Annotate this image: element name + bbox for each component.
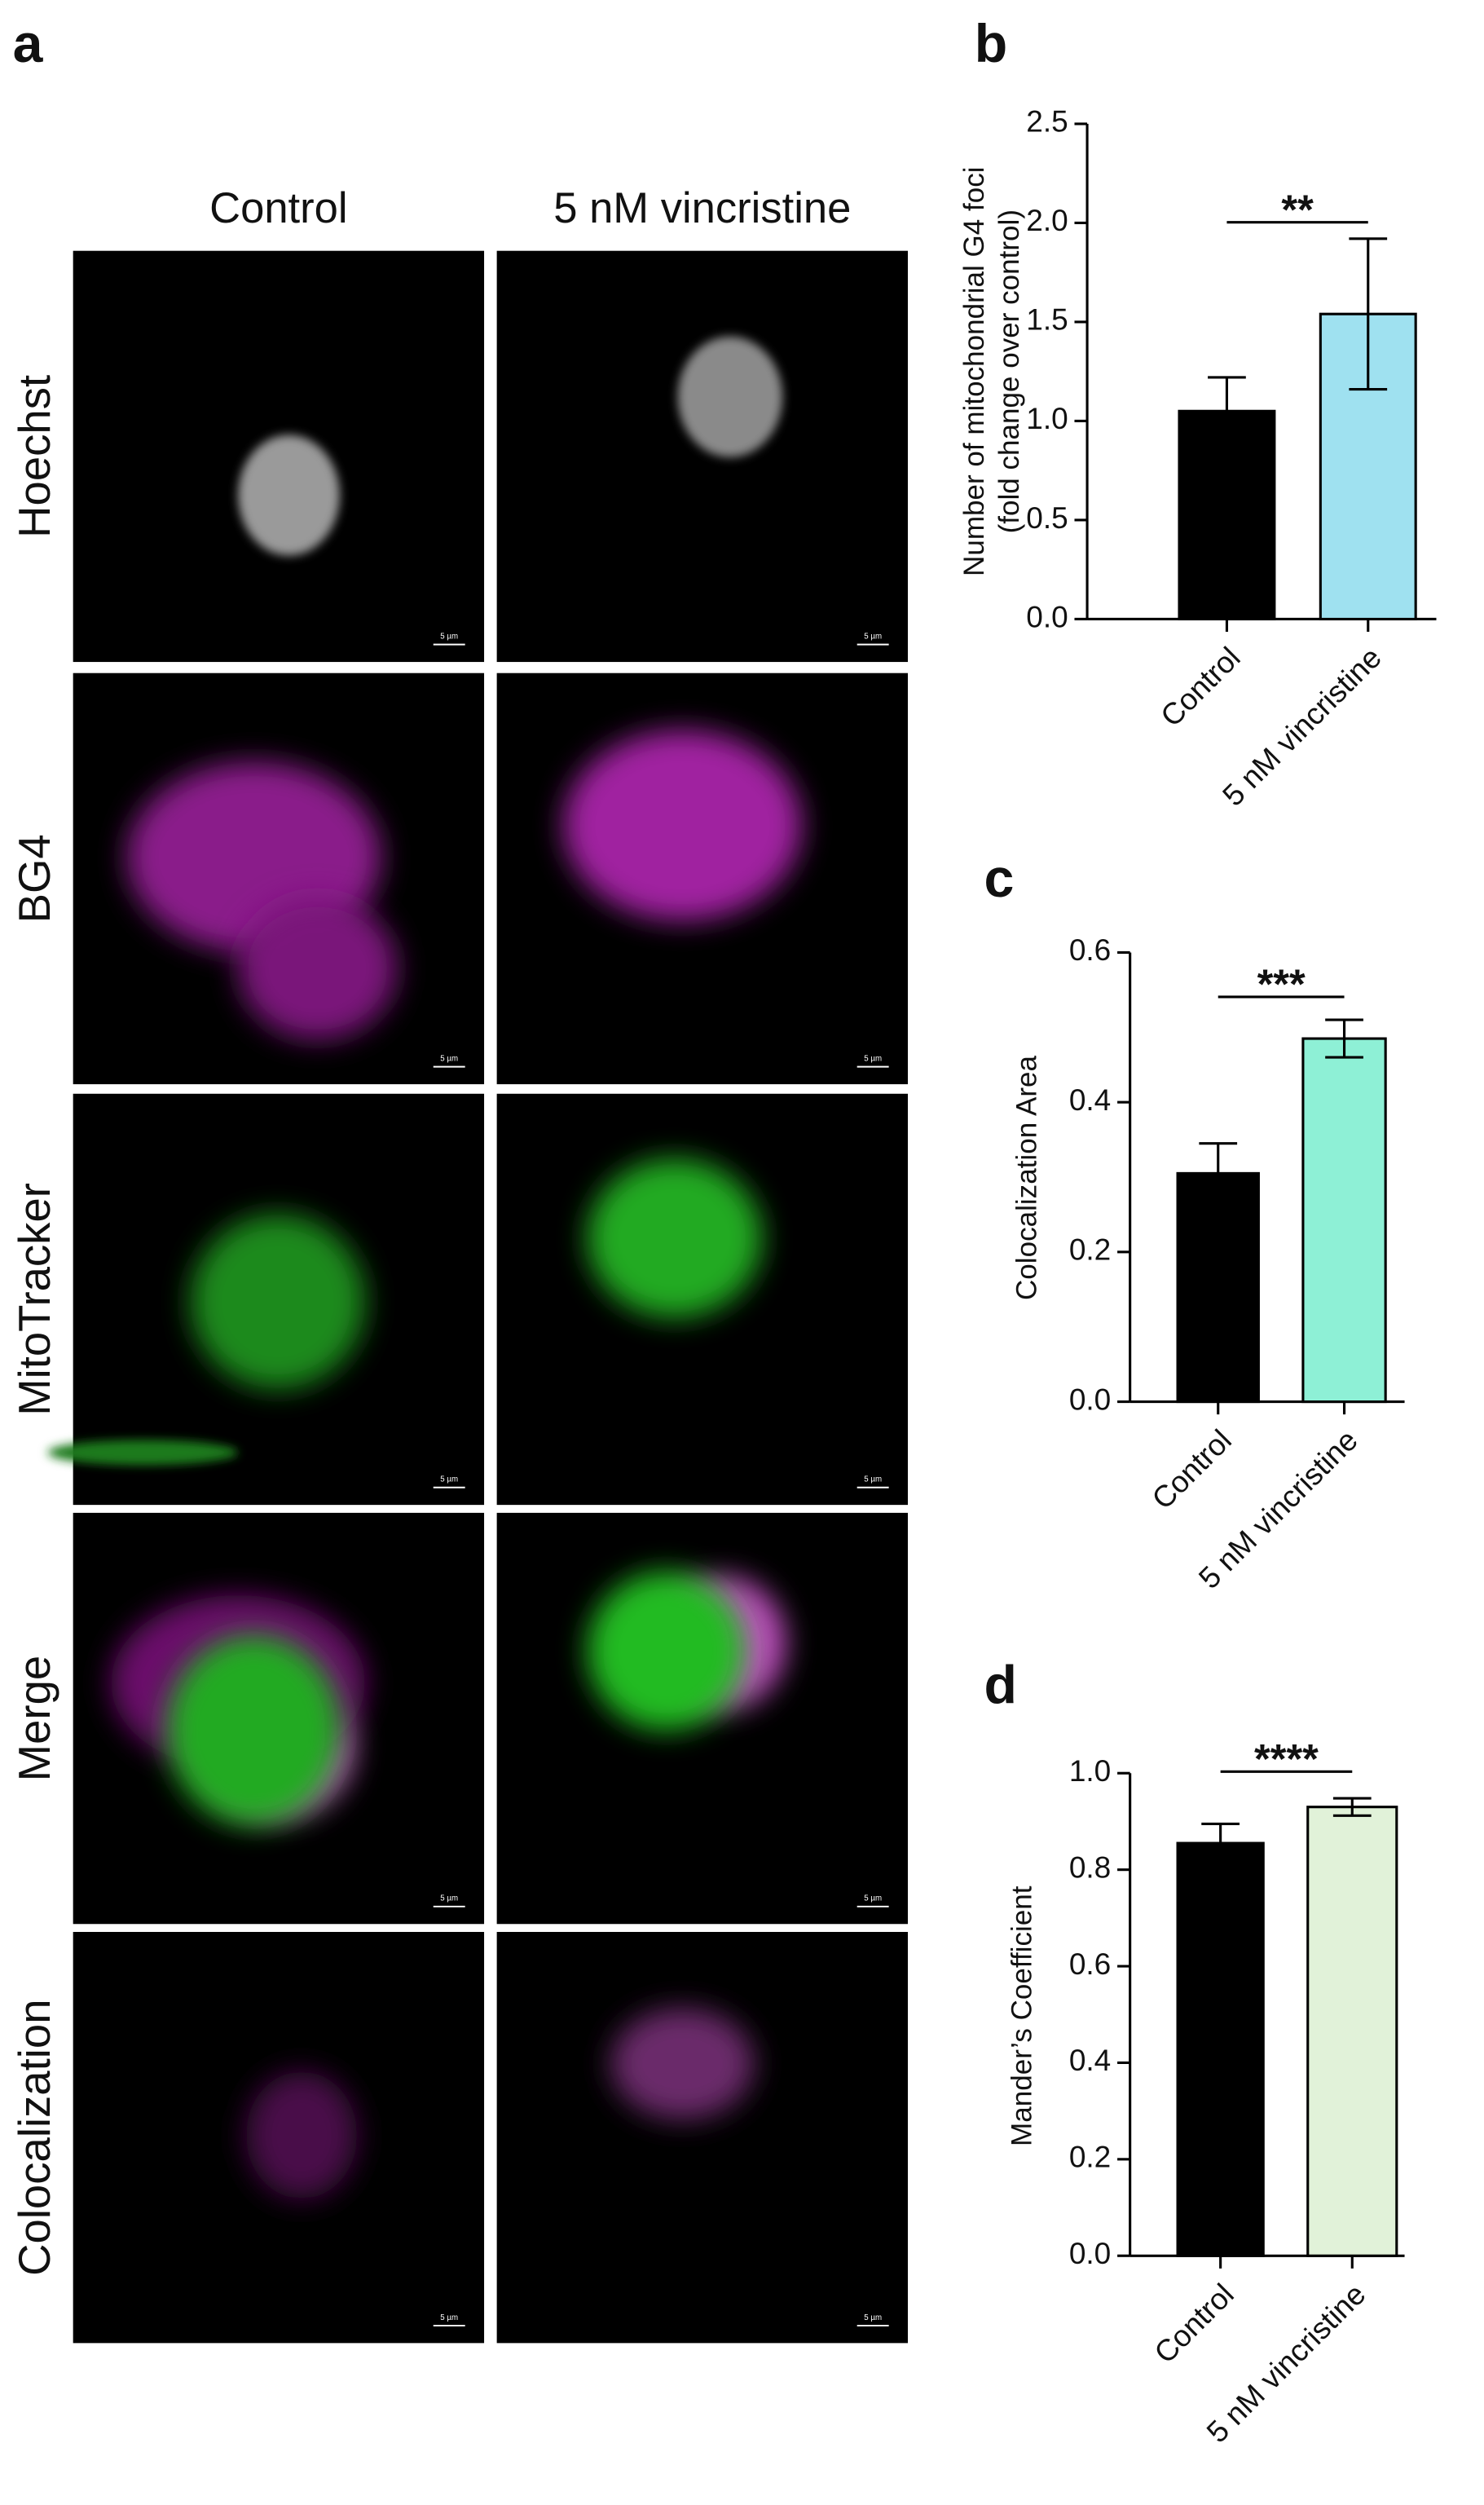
- scale-bar-label: 5 µm: [864, 632, 882, 641]
- y-tick-label: 0.6: [1069, 1947, 1111, 1981]
- micrograph-content: [610, 2008, 755, 2119]
- scale-bar-label: 5 µm: [864, 1054, 882, 1063]
- cell-signal: [238, 897, 397, 1040]
- error-bar: [1325, 1018, 1363, 1059]
- cell-signal: [166, 1634, 341, 1826]
- scale-bar-label: 5 µm: [440, 1475, 458, 1484]
- bar: [1176, 1841, 1265, 2257]
- micrograph-content: [587, 1158, 762, 1318]
- y-tick-label: 2.0: [1026, 204, 1068, 237]
- y-axis-label: Number of mitochondrial G4 foci: [958, 166, 990, 576]
- cell-signal: [587, 1158, 762, 1318]
- y-tick-label: 0.2: [1069, 2141, 1111, 2174]
- column-header: 5 nM vincristine: [553, 184, 851, 232]
- micrograph-content: [677, 336, 783, 457]
- error-bar: [1201, 1822, 1240, 1864]
- micrograph-content: [126, 761, 397, 1040]
- x-tick-label: Control: [1148, 2278, 1240, 2370]
- scale-bar-label: 5 µm: [440, 632, 458, 641]
- cell-signal: [47, 1440, 239, 1466]
- y-tick-label: 0.0: [1026, 600, 1068, 633]
- micrograph: [496, 1931, 909, 2344]
- scale-bar-label: 5 µm: [864, 1475, 882, 1484]
- y-tick-label: 0.0: [1069, 2237, 1111, 2270]
- y-axis-label: Colocalization Area: [1011, 1055, 1042, 1300]
- scale-bar-label: 5 µm: [864, 2313, 882, 2322]
- error-bar: [1332, 1797, 1372, 1817]
- y-tick-label: 1.0: [1069, 1754, 1111, 1788]
- micrograph-content: [47, 1214, 365, 1466]
- cell-signal: [245, 2071, 358, 2199]
- panel-letter: a: [13, 14, 44, 74]
- bar: [1176, 1171, 1260, 1404]
- row-label: Merge: [10, 1656, 59, 1782]
- column-header: Control: [209, 184, 347, 232]
- bar: [1306, 1806, 1398, 2257]
- error-bar: [1208, 376, 1246, 447]
- scale-bar-label: 5 µm: [440, 1054, 458, 1063]
- y-tick-label: 0.4: [1069, 2044, 1111, 2077]
- significance-label: **: [1281, 186, 1314, 232]
- row-label: Hoechst: [10, 375, 59, 538]
- panel-letter: c: [984, 849, 1014, 909]
- row-label: Colocalization: [10, 1999, 59, 2275]
- micrograph-content: [238, 434, 340, 556]
- scale-bar-label: 5 µm: [440, 1894, 458, 1903]
- y-axis-label: (fold change over control): [993, 209, 1025, 533]
- cell-signal: [563, 730, 802, 921]
- cell-signal: [190, 1214, 365, 1389]
- y-axis-label: Mander’s Coefficient: [1006, 1885, 1037, 2146]
- y-tick-label: 0.8: [1069, 1850, 1111, 1884]
- scale-bar-label: 5 µm: [864, 1894, 882, 1903]
- cell-signal: [238, 434, 340, 556]
- scale-bar-label: 5 µm: [440, 2313, 458, 2322]
- row-label: MitoTracker: [10, 1183, 59, 1416]
- significance-label: ****: [1254, 1735, 1319, 1782]
- micrograph-content: [111, 1595, 365, 1826]
- error-bar: [1349, 237, 1388, 391]
- y-tick-label: 0.4: [1069, 1083, 1111, 1117]
- y-tick-label: 0.2: [1069, 1233, 1111, 1267]
- y-tick-label: 1.5: [1026, 303, 1068, 337]
- y-tick-label: 0.5: [1026, 501, 1068, 535]
- micrograph-content: [563, 730, 802, 921]
- micrograph: [496, 250, 909, 663]
- panel-letter: b: [975, 14, 1007, 74]
- error-bar: [1199, 1142, 1238, 1205]
- y-tick-label: 0.0: [1069, 1383, 1111, 1416]
- cell-signal: [610, 2008, 755, 2119]
- y-tick-label: 2.5: [1026, 105, 1068, 139]
- bar: [1301, 1037, 1387, 1404]
- panel-letter: d: [984, 1656, 1016, 1716]
- y-tick-label: 0.6: [1069, 933, 1111, 967]
- y-tick-label: 1.0: [1026, 402, 1068, 435]
- micrograph-content: [587, 1571, 786, 1731]
- cell-signal: [677, 336, 783, 457]
- micrograph-content: [245, 2071, 358, 2199]
- row-label: BG4: [10, 834, 59, 923]
- significance-label: ***: [1257, 961, 1306, 1008]
- cell-signal: [587, 1571, 746, 1731]
- x-tick-label: Control: [1154, 641, 1246, 733]
- x-tick-label: Control: [1146, 1423, 1238, 1515]
